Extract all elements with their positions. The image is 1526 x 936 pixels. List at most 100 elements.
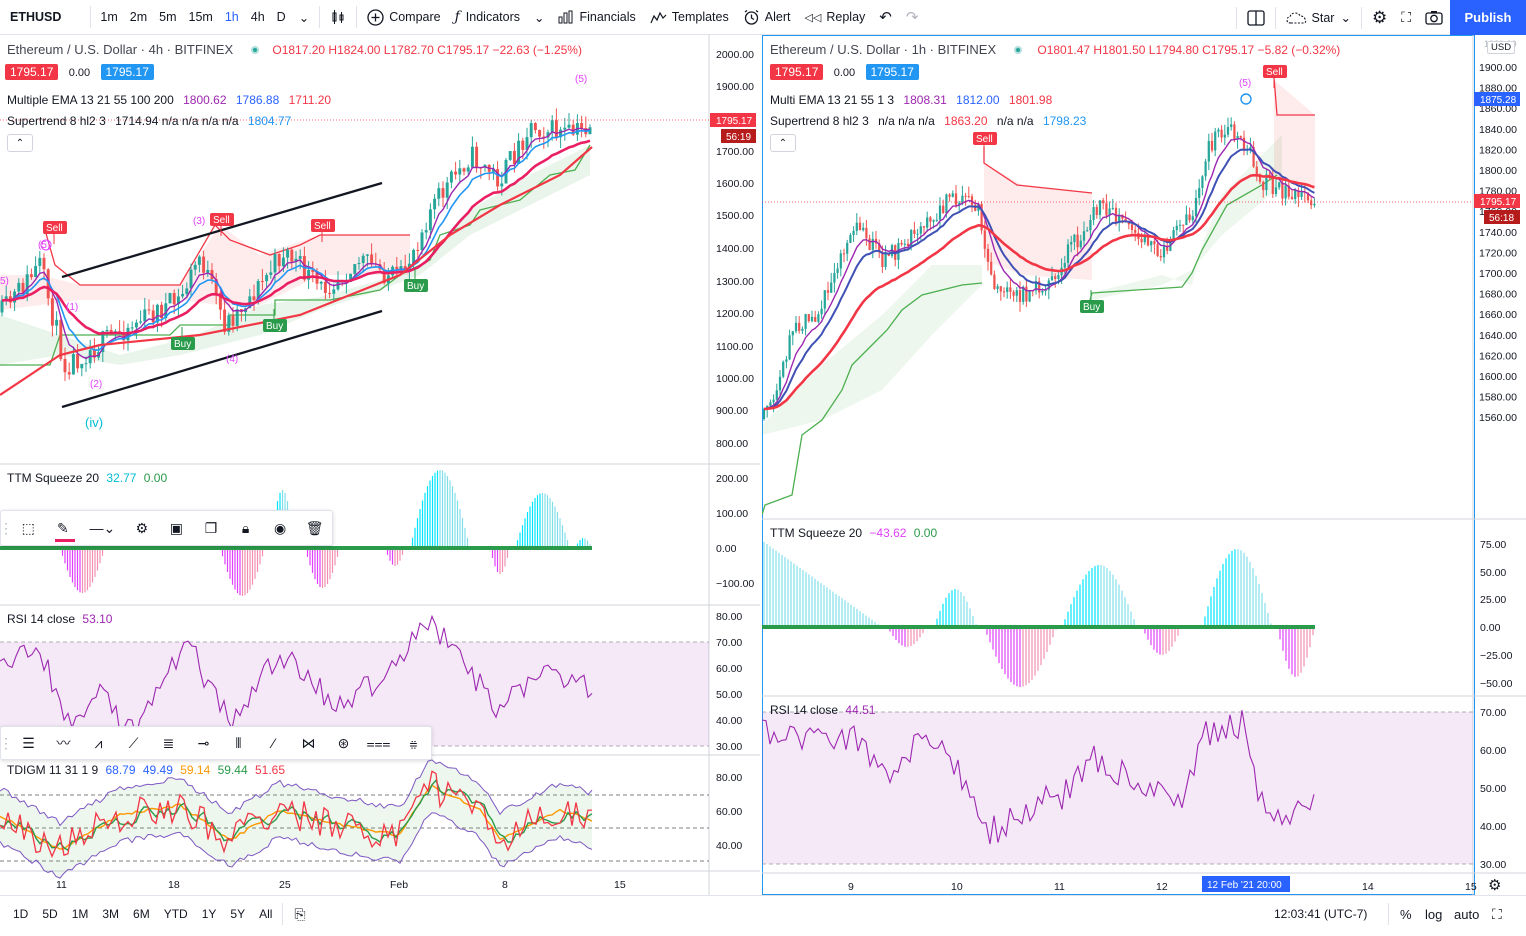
interval-1h[interactable]: 1h [224,10,239,24]
left-candle [206,269,210,273]
right-chart-panel[interactable]: 1900.00 1880.00 1860.00 1840.00 1820.00 1800.… [762,35,1526,895]
right-candle [1124,218,1127,222]
left-candle [139,321,143,323]
sell-price-button[interactable]: 1795.17 [5,64,59,80]
symbol-search[interactable]: ETHUSD [10,10,62,24]
layout-icon[interactable] [1240,0,1272,35]
drag-handle-icon[interactable]: ⋮ [0,734,13,751]
settings-icon[interactable]: ⚙ [135,519,149,536]
compare-button[interactable]: Compare [360,0,447,35]
time-axis-label: 25 [279,879,291,891]
templates-button[interactable]: Templates [643,0,736,35]
publish-button[interactable]: Publish [1450,0,1526,35]
buy-price-button[interactable]: 1795.17 [865,64,919,80]
timezone-clock[interactable]: 12:03:41 (UTC-7) [1274,907,1368,921]
fullscreen-icon[interactable]: ⛶ [1401,9,1411,25]
left-chart-canvas[interactable]: 2000.001900.001800.001700.001600.001500.… [0,35,760,895]
left-ttm-legend[interactable]: TTM Squeeze 20 32.77 0.00 [7,471,167,485]
range-1y[interactable]: 1Y [201,907,217,921]
left-ema-legend[interactable]: Multiple EMA 13 21 55 100 200 1800.62 17… [7,93,331,107]
right-candle [1098,200,1102,215]
collapse-legend-button[interactable]: ⌃ [7,134,33,152]
go-to-date-calendar-icon[interactable]: ⎘ [294,905,306,922]
parallel-channel-icon[interactable]: ⩶ [366,734,391,751]
range-6m[interactable]: 6M [133,907,150,921]
right-chart-title[interactable]: Ethereum / U.S. Dollar · 1h · BITFINEX [770,42,997,57]
lock-icon[interactable]: 🔒︎ [241,519,250,536]
replay-button[interactable]: ◁◁ Replay [797,0,872,35]
time-axis-label: 18 [168,879,180,891]
currency-label[interactable]: USD [1487,41,1516,54]
ray-icon[interactable]: ⁄ [272,735,275,751]
interval-D[interactable]: D [276,10,286,24]
redo-icon[interactable]: ↷ [905,9,919,26]
range-1m[interactable]: 1M [71,907,89,921]
vertical-lines-icon[interactable]: ⫴ [235,734,242,751]
horizontal-ray-icon[interactable]: ⊸ [197,734,210,751]
maximize-icon[interactable]: ⛶ [1492,905,1502,922]
pitchfork-icon[interactable]: ☰ [22,734,35,751]
line-style-icon[interactable]: —⌄ [89,519,116,536]
left-rsi-legend[interactable]: RSI 14 close 53.10 [7,612,112,626]
interval-dropdown-chevron-icon[interactable]: ⌄ [298,10,310,25]
elliott-correction-icon[interactable]: ⩘ [94,734,103,751]
indicators-dropdown-chevron-icon[interactable]: ⌄ [534,10,545,25]
right-ttm-legend[interactable]: TTM Squeeze 20 −43.62 0.00 [770,526,937,540]
left-candle [181,293,185,297]
left-tdi-legend[interactable]: TDIGM 11 31 1 9 68.79 49.49 59.14 59.44 … [7,763,285,777]
camera-icon[interactable] [1418,0,1450,35]
interval-15m[interactable]: 15m [188,10,213,24]
range-5d[interactable]: 5D [42,907,58,921]
trash-icon[interactable]: 🗑︎ [305,519,324,536]
auto-scale-toggle[interactable]: auto [1454,906,1480,922]
left-supertrend-legend[interactable]: Supertrend 8 hl2 3 1714.94 n/a n/a n/a n… [7,114,291,128]
chart-type-button[interactable] [323,0,353,35]
range-1d[interactable]: 1D [13,907,29,921]
financials-button[interactable]: Financials [551,0,642,35]
trend-line-icon[interactable]: ⟋ [128,734,139,751]
eye-icon[interactable]: ◉ [274,519,287,536]
range-ytd[interactable]: YTD [163,907,188,921]
line-color-icon[interactable]: ✎ [46,512,81,544]
left-chart-panel[interactable]: 2000.001900.001800.001700.001600.001500.… [0,35,760,895]
sell-price-button[interactable]: 1795.17 [770,64,824,80]
drag-handle-icon[interactable]: ⋮ [0,519,13,536]
percent-scale-toggle[interactable]: % [1400,906,1412,922]
right-ema-legend[interactable]: Multi EMA 13 21 55 1 3 1808.31 1812.00 1… [770,93,1052,107]
elliott-impulse-icon[interactable]: 〰 [56,735,71,751]
buy-price-button[interactable]: 1795.17 [100,64,154,80]
collapse-legend-button[interactable]: ⌃ [770,134,796,152]
fib-spiral-icon[interactable]: ⊛ [337,734,350,751]
star-button[interactable]: Star ⌄ [1279,0,1358,35]
time-axis-settings-gear-icon[interactable]: ⚙ [1488,877,1502,894]
interval-1m[interactable]: 1m [100,10,118,24]
fib-retracement-icon[interactable]: ≣ [162,734,175,751]
right-rsi-legend[interactable]: RSI 14 close 44.51 [770,703,875,717]
undo-icon[interactable]: ↶ [879,9,892,26]
interval-2m[interactable]: 2m [129,10,148,24]
range-3m[interactable]: 3M [102,907,120,921]
indicators-button[interactable]: ƒ Indicators [448,0,527,35]
visual-order-icon[interactable]: ▣ [169,519,184,536]
right-chart-canvas[interactable]: 1900.00 1880.00 1860.00 1840.00 1820.00 1800.… [762,35,1526,895]
interval-5m[interactable]: 5m [159,10,177,24]
left-candle [265,275,269,282]
alert-button[interactable]: Alert [736,0,798,35]
range-5y[interactable]: 5Y [230,907,246,921]
xabcd-pattern-icon[interactable]: ⋈ [301,734,316,751]
right-candle [1265,174,1268,191]
right-candle [1102,200,1105,204]
gear-icon[interactable]: ⚙ [1371,7,1388,27]
regression-trend-icon[interactable]: ⩷ [409,734,418,751]
interval-4h[interactable]: 4h [250,10,265,24]
right-supertrend-legend[interactable]: Supertrend 8 hl2 3 n/a n/a n/a 1863.20 n… [770,114,1086,128]
log-scale-toggle[interactable]: log [1425,906,1443,922]
left-chart-title[interactable]: Ethereum / U.S. Dollar · 4h · BITFINEX [7,42,234,57]
price-axis-label: 1620.00 [1479,350,1517,362]
left-candle [17,282,21,292]
tdi-value-5: 51.65 [255,763,286,777]
range-all[interactable]: All [259,907,273,921]
clone-icon[interactable]: ❐ [204,519,218,536]
template-icon[interactable]: ⬚ [21,519,35,536]
supertrend-label: Supertrend 8 hl2 3 [7,114,106,128]
